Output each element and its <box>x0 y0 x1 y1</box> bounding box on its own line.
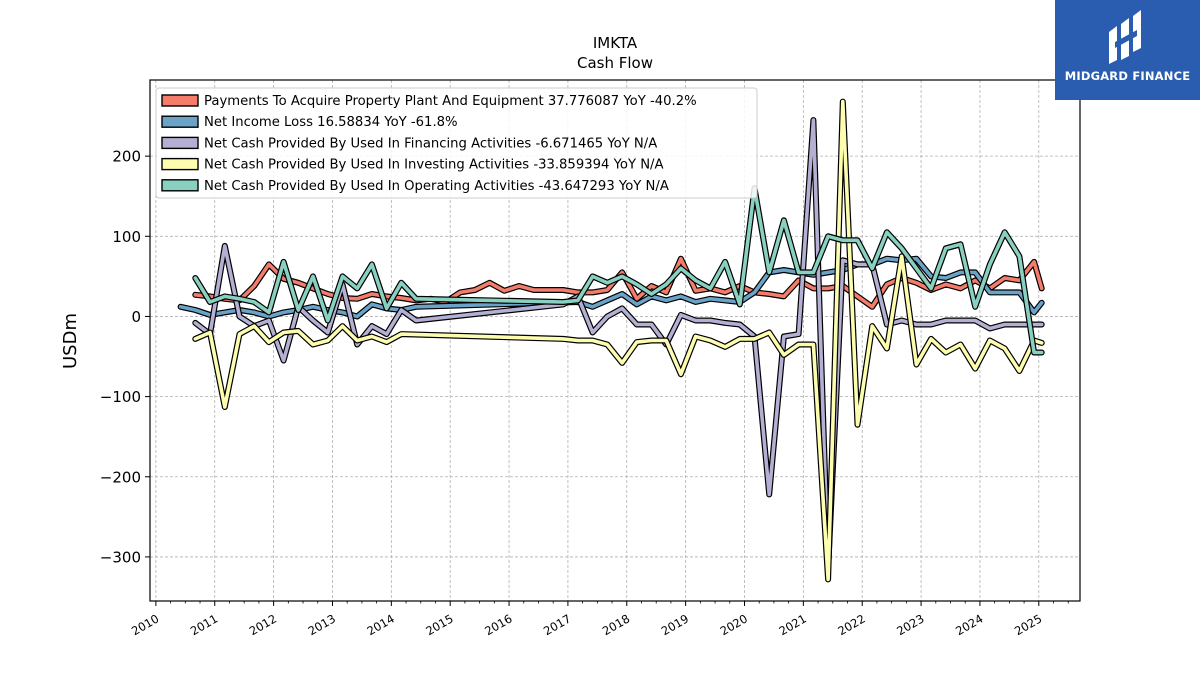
series-line <box>193 186 1044 355</box>
x-tick-label: 2017 <box>541 611 573 638</box>
x-tick-label: 2013 <box>306 611 338 638</box>
y-tick-label: 200 <box>112 148 141 166</box>
x-tick-label: 2021 <box>776 611 808 638</box>
y-tick-label: 100 <box>112 228 141 246</box>
legend: Payments To Acquire Property Plant And E… <box>155 87 758 199</box>
legend-swatch <box>161 157 199 171</box>
legend-label: Net Cash Provided By Used In Financing A… <box>204 136 657 151</box>
legend-label: Net Cash Provided By Used In Operating A… <box>204 179 669 194</box>
x-tick-label: 2019 <box>659 611 691 638</box>
legend-label: Net Income Loss 16.58834 YoY -61.8% <box>204 115 458 130</box>
series-lines <box>177 98 1045 583</box>
legend-box <box>155 87 758 199</box>
x-tick-label: 2018 <box>600 611 632 638</box>
legend-swatch <box>161 179 199 192</box>
legend-swatch <box>161 115 199 128</box>
series-line <box>193 99 1044 582</box>
chart-subtitle: Cash Flow <box>577 54 653 72</box>
x-tick-label: 2020 <box>718 611 750 638</box>
brand-logo: MIDGARD FINANCE <box>1055 0 1200 100</box>
x-tick-label: 2024 <box>953 611 985 638</box>
axes: −300 −200 −100 0 100 200 2010 2011 2012 2013 2014 2… <box>100 148 1069 638</box>
series-line <box>193 118 1044 571</box>
legend-swatch <box>161 136 199 150</box>
x-tick-label: 2015 <box>423 611 455 638</box>
x-tick-label: 2022 <box>835 611 867 638</box>
y-axis-label: USDm <box>60 313 81 369</box>
y-tick-label: −300 <box>100 548 141 566</box>
x-tick-label: 2010 <box>129 611 161 638</box>
chart-title: IMKTA <box>593 34 638 52</box>
y-tick-label: −100 <box>100 388 141 406</box>
legend-label: Payments To Acquire Property Plant And E… <box>204 94 697 109</box>
brand-name: MIDGARD FINANCE <box>1064 69 1191 83</box>
x-tick-label: 2012 <box>247 611 279 638</box>
x-tick-label: 2014 <box>364 611 396 638</box>
y-tick-label: 0 <box>131 308 141 326</box>
y-tick-label: −200 <box>100 468 141 486</box>
x-tick-label: 2016 <box>482 611 514 638</box>
x-tick-label: 2023 <box>894 611 926 638</box>
midgard-logo-icon <box>1109 10 1141 64</box>
x-tick-label: 2011 <box>188 611 220 638</box>
legend-swatch <box>161 94 199 107</box>
x-tick-label: 2025 <box>1012 611 1044 638</box>
legend-label: Net Cash Provided By Used In Investing A… <box>204 158 664 173</box>
plot-frame <box>149 79 1081 602</box>
